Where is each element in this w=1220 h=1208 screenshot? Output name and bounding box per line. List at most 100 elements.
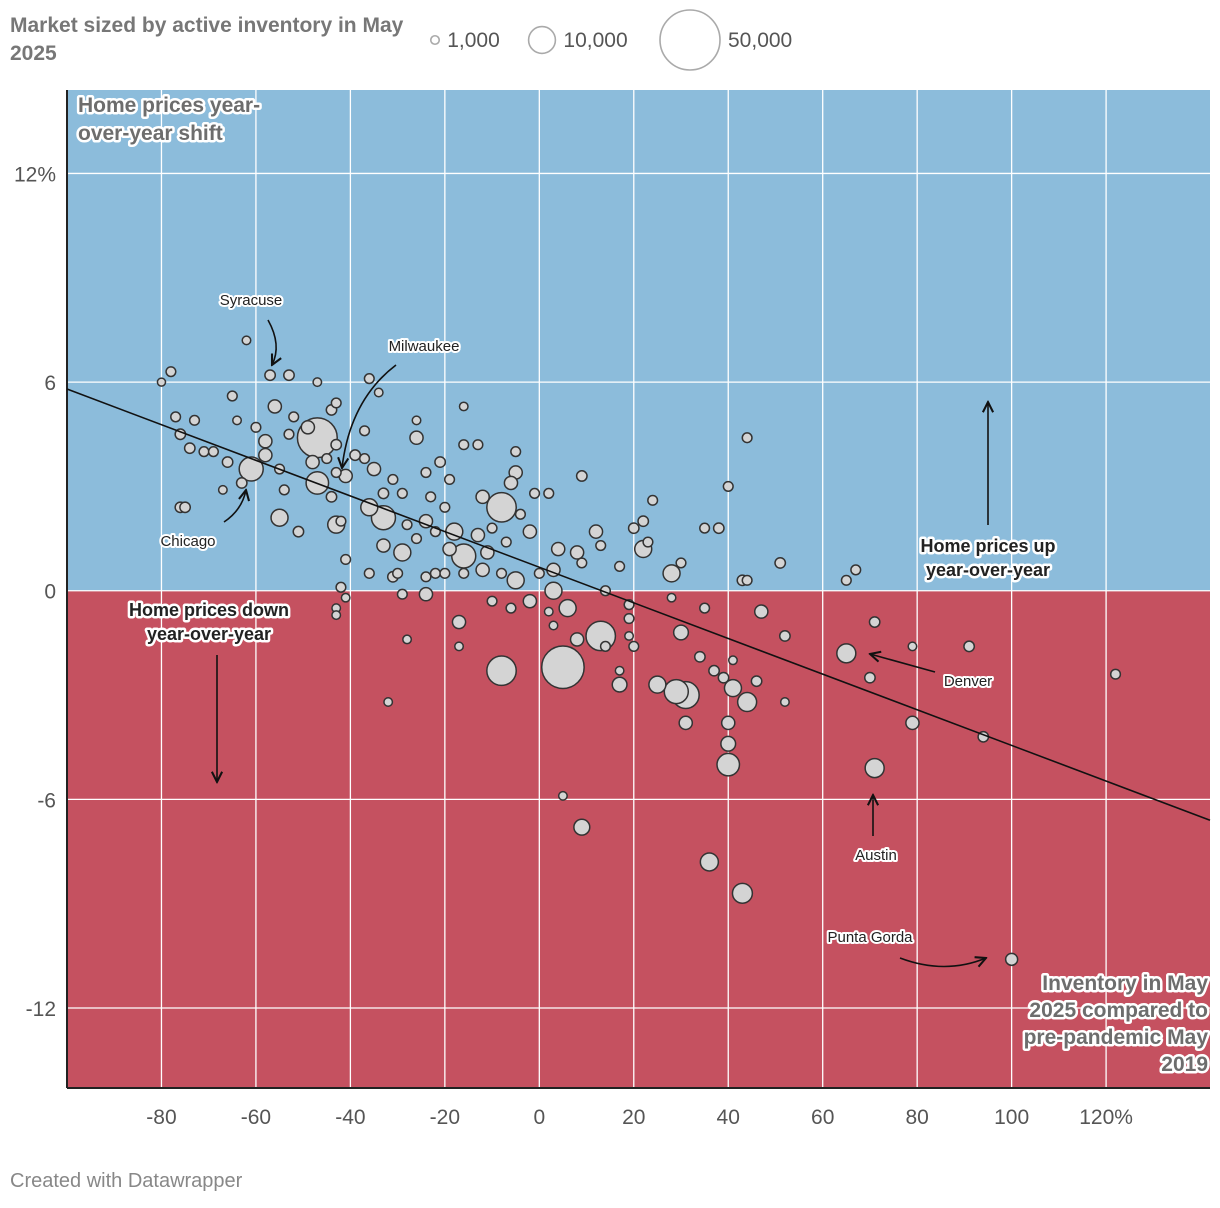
y-axis-title: Home prices year- xyxy=(78,94,260,117)
data-point xyxy=(506,571,525,590)
data-point xyxy=(753,604,769,619)
data-point xyxy=(250,421,262,433)
data-point xyxy=(330,397,342,409)
data-point xyxy=(165,366,177,378)
data-point xyxy=(330,466,342,479)
data-point xyxy=(207,446,220,458)
data-point xyxy=(283,428,295,440)
y-tick-label: 6 xyxy=(44,372,56,395)
data-point xyxy=(663,678,690,705)
data-point xyxy=(267,399,283,414)
data-point xyxy=(727,655,738,666)
datawrapper-credit[interactable]: Created with Datawrapper xyxy=(10,1170,243,1192)
data-point xyxy=(300,419,316,435)
data-point xyxy=(503,475,519,491)
data-point xyxy=(156,377,167,387)
data-point xyxy=(442,541,457,557)
data-point xyxy=(264,369,277,382)
data-point xyxy=(377,487,390,500)
data-point xyxy=(576,557,588,569)
data-point xyxy=(393,543,412,562)
data-point xyxy=(330,438,343,451)
data-point xyxy=(850,564,862,576)
data-point xyxy=(340,553,352,566)
data-point xyxy=(750,675,763,688)
data-point xyxy=(543,487,555,499)
data-point xyxy=(529,487,541,499)
data-point xyxy=(409,430,424,446)
data-point xyxy=(558,598,577,618)
annotation-punta-gorda: Punta Gorda xyxy=(827,929,913,946)
data-point xyxy=(321,453,333,465)
annotation-denver: Denver xyxy=(944,673,992,690)
data-point xyxy=(699,522,711,534)
data-point xyxy=(325,490,338,503)
data-point xyxy=(624,630,635,641)
data-point xyxy=(648,675,667,694)
data-point xyxy=(232,415,243,426)
data-point xyxy=(486,595,498,607)
zone-down-background xyxy=(67,590,1210,1088)
data-point xyxy=(292,525,305,538)
data-point xyxy=(439,567,451,579)
data-point xyxy=(238,456,264,482)
data-point xyxy=(736,691,758,713)
data-point xyxy=(595,539,607,552)
annotation-chicago-arrow xyxy=(223,490,246,523)
data-point xyxy=(699,852,720,872)
data-point xyxy=(475,562,490,578)
annotation-denver-arrow xyxy=(870,654,936,673)
data-point xyxy=(840,574,852,586)
data-point xyxy=(627,522,640,535)
trend-line xyxy=(66,388,1211,821)
data-point xyxy=(278,484,290,496)
data-point xyxy=(373,387,384,398)
data-point xyxy=(720,715,736,731)
data-point xyxy=(429,567,441,579)
data-point xyxy=(500,536,512,548)
data-point xyxy=(637,515,650,528)
x-tick-label: -60 xyxy=(241,1106,271,1129)
data-point xyxy=(774,556,787,569)
annotation-syracuse-arrow xyxy=(267,319,276,365)
data-point xyxy=(475,489,490,505)
data-point xyxy=(569,632,585,647)
data-point xyxy=(522,593,538,609)
data-point xyxy=(868,616,881,628)
data-point xyxy=(611,676,628,693)
data-point xyxy=(723,678,743,698)
data-point xyxy=(458,401,469,412)
annotation-chicago: Chicago xyxy=(160,533,215,550)
data-point xyxy=(614,665,625,676)
x-tick-label: -40 xyxy=(335,1106,365,1129)
data-point xyxy=(226,390,238,402)
data-point xyxy=(666,592,677,603)
scatter-chart: -80 -60 -40 -20 0 20 40 60 80 100 120%12%60-6-12Ho… xyxy=(14,90,1211,1129)
data-point xyxy=(486,522,498,534)
zone-up-background xyxy=(67,90,1210,591)
data-point xyxy=(387,473,399,486)
x-tick-label: 80 xyxy=(905,1106,928,1129)
data-point xyxy=(779,697,790,708)
data-point xyxy=(183,442,196,455)
data-point xyxy=(402,634,413,645)
data-point xyxy=(647,494,659,506)
data-point xyxy=(335,515,347,527)
data-point xyxy=(241,335,252,346)
data-point xyxy=(614,560,626,572)
data-point xyxy=(425,491,437,503)
annotation-punta-gorda-arrow xyxy=(899,958,986,967)
data-point xyxy=(434,456,447,469)
x-axis-title: 2025 compared to xyxy=(1029,999,1208,1022)
data-point xyxy=(678,715,694,731)
data-point xyxy=(349,449,362,462)
data-point xyxy=(905,715,920,731)
y-tick-label: -12 xyxy=(26,998,56,1021)
annotation-milwaukee: Milwaukee xyxy=(389,338,460,355)
data-point xyxy=(360,498,379,517)
x-tick-label: -80 xyxy=(146,1106,176,1129)
data-point xyxy=(731,882,754,904)
data-point xyxy=(716,752,741,777)
data-point xyxy=(420,571,432,583)
data-point xyxy=(340,592,351,603)
